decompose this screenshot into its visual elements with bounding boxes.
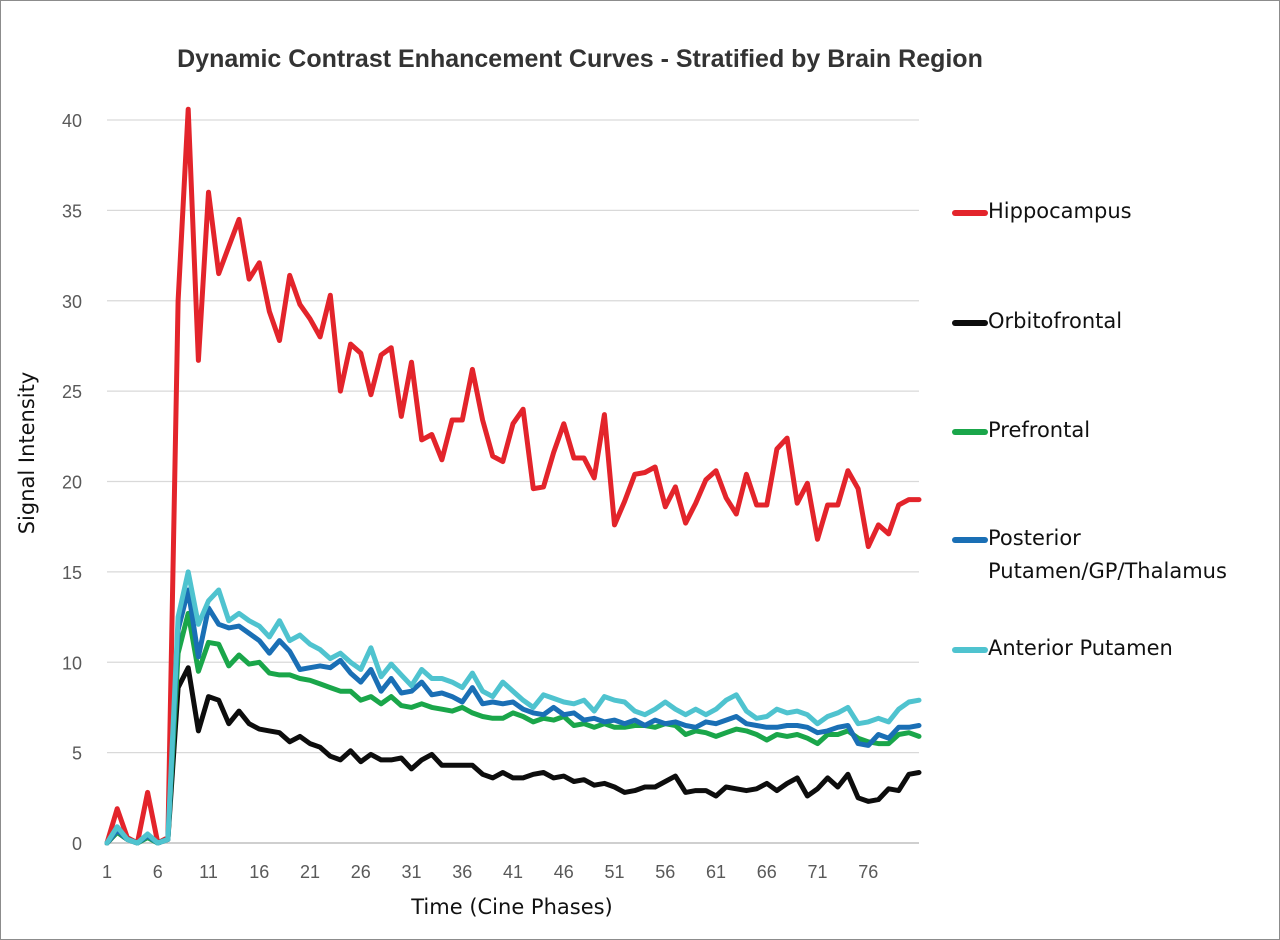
legend-swatch bbox=[952, 429, 988, 435]
series-line-5 bbox=[104, 569, 922, 846]
y-tick-label: 30 bbox=[62, 292, 82, 312]
y-axis-title: Signal Intensity bbox=[15, 372, 39, 535]
x-tick-label: 41 bbox=[503, 862, 523, 882]
legend-item: Orbitofrontal bbox=[952, 305, 1122, 338]
x-tick-label: 76 bbox=[858, 862, 878, 882]
y-tick-label: 0 bbox=[72, 834, 82, 854]
x-tick-label: 26 bbox=[351, 862, 371, 882]
x-tick-label: 36 bbox=[452, 862, 472, 882]
x-tick-label: 21 bbox=[300, 862, 320, 882]
legend-item: Prefrontal bbox=[952, 414, 1090, 447]
x-tick-label: 51 bbox=[604, 862, 624, 882]
legend-label: Anterior Putamen bbox=[988, 636, 1173, 660]
grid-lines bbox=[107, 119, 919, 754]
series-line-2 bbox=[104, 665, 922, 846]
x-tick-label: 6 bbox=[153, 862, 163, 882]
x-tick-label: 46 bbox=[554, 862, 574, 882]
x-tick-label: 56 bbox=[655, 862, 675, 882]
y-tick-label: 35 bbox=[62, 201, 82, 221]
legend-label: Posterior Putamen/GP/Thalamus bbox=[988, 526, 1227, 583]
legend-label: Prefrontal bbox=[988, 418, 1091, 442]
y-tick-label: 10 bbox=[62, 653, 82, 673]
y-tick-label: 15 bbox=[62, 563, 82, 583]
x-tick-label: 66 bbox=[757, 862, 777, 882]
legend-item: Anterior Putamen bbox=[952, 632, 1173, 665]
series-lines bbox=[104, 106, 922, 846]
legend-label: Hippocampus bbox=[988, 199, 1132, 223]
x-tick-label: 11 bbox=[199, 862, 218, 882]
x-tick-label: 61 bbox=[706, 862, 726, 882]
legend-swatch bbox=[952, 320, 988, 326]
series-line-1 bbox=[104, 106, 922, 846]
y-tick-label: 5 bbox=[72, 744, 82, 764]
legend-swatch bbox=[952, 647, 988, 653]
legend-item: Posterior Putamen/GP/Thalamus bbox=[952, 522, 1227, 588]
series-line-3 bbox=[104, 610, 922, 846]
legend-swatch bbox=[952, 210, 988, 216]
y-tick-label: 20 bbox=[62, 473, 82, 493]
x-tick-label: 16 bbox=[249, 862, 269, 882]
y-tick-label: 25 bbox=[62, 382, 82, 402]
legend-swatch bbox=[952, 537, 988, 543]
chart-title: Dynamic Contrast Enhancement Curves - St… bbox=[177, 45, 983, 73]
y-tick-label: 40 bbox=[62, 111, 82, 131]
x-tick-label: 71 bbox=[807, 862, 827, 882]
legend-label: Orbitofrontal bbox=[988, 309, 1123, 333]
legend-item: Hippocampus bbox=[952, 195, 1132, 228]
series-line-4 bbox=[104, 587, 922, 846]
x-tick-label: 31 bbox=[401, 862, 421, 882]
x-tick-label: 1 bbox=[102, 862, 112, 882]
x-axis-title: Time (Cine Phases) bbox=[410, 895, 613, 919]
